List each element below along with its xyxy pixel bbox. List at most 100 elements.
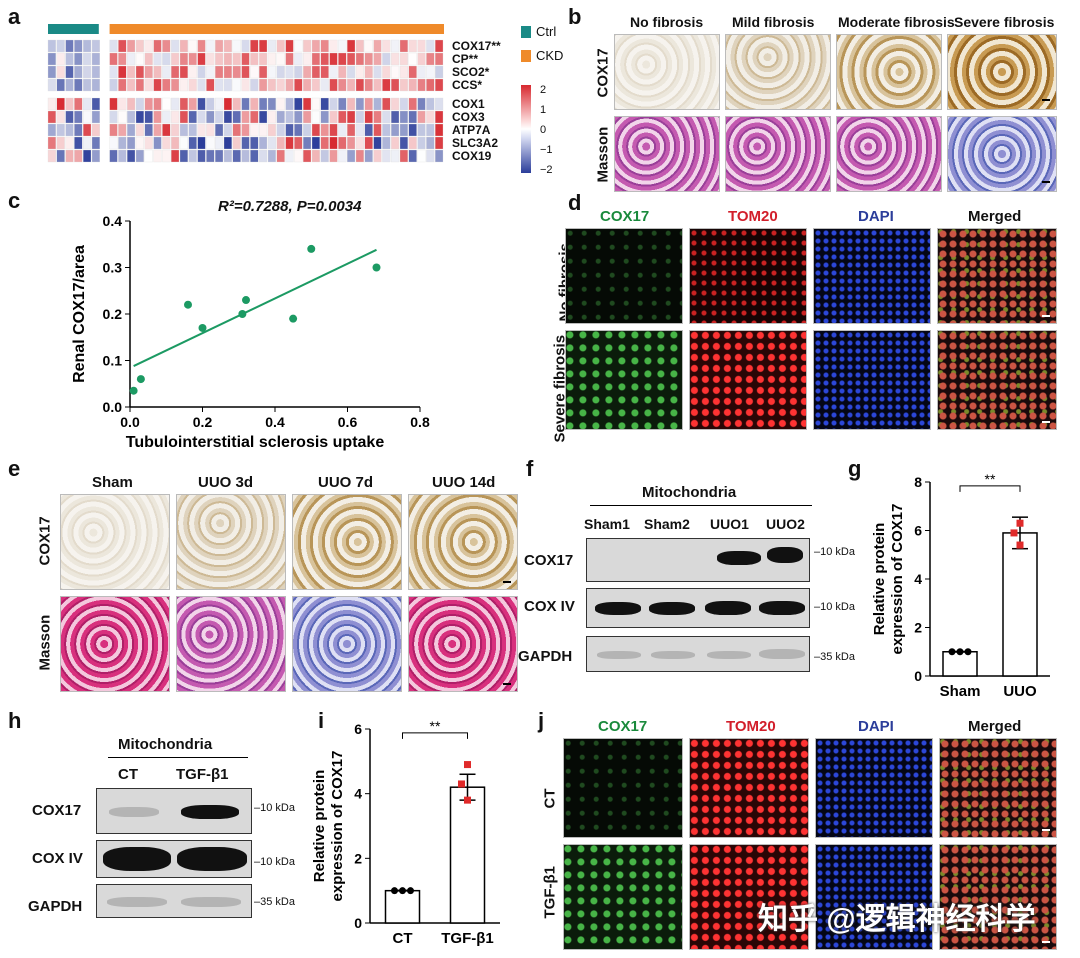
y-tick-label: 6 <box>354 721 362 737</box>
heatmap-cell <box>206 97 215 111</box>
heatmap-cell <box>153 39 162 53</box>
heatmap-cell <box>276 97 285 111</box>
x-tick-label: 0.2 <box>193 414 213 430</box>
heatmap-cell <box>74 123 83 137</box>
heatmap-cell <box>435 65 444 79</box>
heatmap-cell <box>232 136 241 150</box>
kda-marker: –35 kDa <box>814 651 855 663</box>
heatmap-cell <box>91 136 100 150</box>
heatmap-cell <box>303 97 312 111</box>
gene-label: COX17** <box>452 39 501 53</box>
blot-strip <box>586 588 810 628</box>
heatmap-cell <box>171 65 180 79</box>
heatmap-cell <box>241 39 250 53</box>
heatmap-cell <box>435 39 444 53</box>
kda-marker: –10 kDa <box>814 601 855 613</box>
heatmap-cell <box>382 97 391 111</box>
if-image <box>815 738 933 838</box>
gene-label: ATP7A <box>452 123 491 137</box>
heatmap-cell <box>303 52 312 66</box>
heatmap-cell <box>171 136 180 150</box>
heatmap-cell <box>382 78 391 92</box>
heatmap-cell <box>109 123 118 137</box>
heatmap-cell <box>188 65 197 79</box>
row-label: TGF-β1 <box>541 866 559 919</box>
heatmap-cell <box>338 39 347 53</box>
heatmap-cell <box>382 65 391 79</box>
bar <box>1002 532 1038 677</box>
if-image <box>813 330 931 430</box>
heatmap-cell <box>417 65 426 79</box>
heatmap-cell <box>285 136 294 150</box>
heatmap-cell <box>83 149 92 163</box>
data-point <box>289 314 298 323</box>
heatmap-cell <box>355 97 364 111</box>
heatmap-cell <box>382 39 391 53</box>
masson-image <box>408 596 518 692</box>
bar <box>384 889 421 924</box>
heatmap-cell <box>188 78 197 92</box>
heatmap-cell <box>355 123 364 137</box>
heatmap-cell <box>118 65 127 79</box>
panel-label-j: j <box>538 708 545 733</box>
column-header: Severe fibrosis <box>954 14 1055 30</box>
heatmap-cell <box>144 52 153 66</box>
heatmap-cell <box>276 136 285 150</box>
heatmap-cell <box>347 123 356 137</box>
kda-label: 35 kDa <box>260 896 295 908</box>
heatmap-cell <box>109 52 118 66</box>
heatmap-cell <box>171 52 180 66</box>
heatmap-cell <box>382 136 391 150</box>
heatmap-cell <box>417 39 426 53</box>
heatmap-cell <box>294 97 303 111</box>
heatmap-cell <box>144 110 153 124</box>
heatmap-cell <box>294 149 303 163</box>
heatmap-cell <box>364 123 373 137</box>
heatmap-cell <box>65 97 74 111</box>
heatmap-cell <box>399 149 408 163</box>
heatmap-cell <box>197 52 206 66</box>
heatmap-cell <box>347 78 356 92</box>
heatmap-cell <box>408 97 417 111</box>
heatmap-cell <box>56 65 65 79</box>
heatmap-cell <box>408 136 417 150</box>
heatmap-cell <box>426 110 435 124</box>
heatmap-cell <box>355 149 364 163</box>
heatmap-cell <box>347 39 356 53</box>
heatmap-cell <box>127 52 136 66</box>
heatmap-cell <box>56 97 65 111</box>
heatmap-cell <box>329 149 338 163</box>
heatmap-cell <box>399 52 408 66</box>
heatmap-cell <box>355 65 364 79</box>
heatmap-cell <box>223 149 232 163</box>
legend-label-ckd: CKD <box>536 48 564 63</box>
heatmap-cell <box>206 52 215 66</box>
data-point <box>956 648 964 656</box>
data-point <box>372 263 381 272</box>
heatmap-cell <box>188 97 197 111</box>
heatmap-cell <box>399 136 408 150</box>
heatmap-cell <box>417 149 426 163</box>
data-point <box>407 887 414 895</box>
y-axis-label: Relative protein <box>311 770 328 883</box>
band <box>181 897 241 907</box>
blot-row-label: GAPDH <box>28 898 83 915</box>
heatmap-cell <box>206 39 215 53</box>
heatmap-cell <box>223 136 232 150</box>
heatmap-cell <box>74 110 83 124</box>
heatmap-cell <box>179 78 188 92</box>
data-point <box>948 648 956 656</box>
blot-strip <box>96 840 252 878</box>
heatmap-cell <box>285 149 294 163</box>
heatmap-cell <box>47 149 56 163</box>
heatmap-cell <box>56 136 65 150</box>
heatmap-cell <box>276 39 285 53</box>
data-point <box>129 386 138 395</box>
data-point <box>198 323 207 332</box>
heatmap-cell <box>65 65 74 79</box>
heatmap-cell <box>311 39 320 53</box>
heatmap-cell <box>311 136 320 150</box>
heatmap-cell <box>347 149 356 163</box>
kda-marker: –10 kDa <box>814 546 855 558</box>
heatmap-cell <box>74 136 83 150</box>
